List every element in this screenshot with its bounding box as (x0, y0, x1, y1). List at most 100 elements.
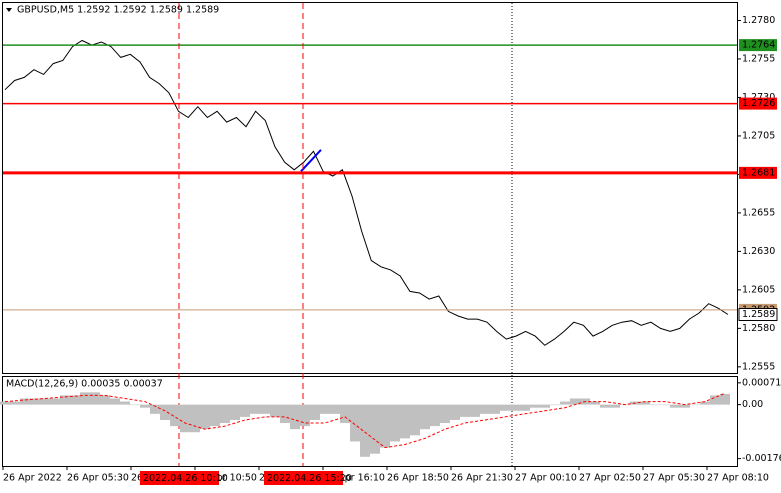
x-tick-label: 26 Apr 16:10 (323, 473, 385, 484)
macd-bar (130, 404, 140, 406)
macd-bar (670, 404, 680, 408)
macd-bar (120, 401, 130, 405)
y-tick-label: 1.2705 (742, 130, 775, 141)
macd-bar (100, 395, 110, 405)
macd-bar (680, 404, 690, 408)
current-price-label: 1.2589 (742, 309, 775, 320)
y-tick-label: 1.2630 (742, 246, 775, 257)
marker-label: 2022.04.26 15:20 (267, 473, 352, 484)
level-label: 1.2726 (742, 98, 775, 109)
plot-layer: 1.27801.27551.27301.27051.26801.26551.26… (0, 3, 781, 485)
macd-bar (140, 404, 150, 408)
macd-bar (310, 404, 320, 420)
macd-bar (180, 404, 190, 433)
macd-bar (410, 404, 420, 436)
macd-bar (370, 404, 380, 454)
macd-bar (660, 404, 670, 406)
macd-bar (260, 404, 270, 414)
x-tick-label: 26 Apr 21:30 (451, 473, 513, 484)
macd-bar (230, 404, 240, 420)
y-tick-label: 1.2780 (742, 15, 775, 26)
macd-bar (30, 398, 40, 405)
level-label-box (739, 39, 777, 52)
macd-bar (650, 404, 660, 406)
macd-bar (530, 404, 540, 408)
macd-bar (90, 392, 100, 405)
macd-bar (190, 404, 200, 433)
macd-bar (640, 401, 650, 405)
x-tick-label: 26 Apr 18:50 (387, 473, 449, 484)
macd-bar (300, 404, 310, 427)
macd-bar (270, 404, 280, 417)
y-tick-label: 0.00071 (742, 377, 781, 388)
macd-bar (700, 401, 710, 405)
x-tick-label: 26 Apr 05:30 (67, 473, 129, 484)
macd-bar (220, 404, 230, 424)
macd-bar (540, 404, 550, 408)
macd-bar (560, 401, 570, 405)
x-tick-label: 27 Apr 05:30 (643, 473, 705, 484)
y-tick-label: 1.2755 (742, 53, 775, 64)
macd-bar (720, 393, 730, 405)
macd-bar (60, 395, 70, 405)
macd-bar (80, 392, 90, 405)
macd-bar (400, 404, 410, 439)
macd-bar (200, 404, 210, 430)
marker-label: 2022.04.26 10:10 (143, 473, 228, 484)
macd-bar (320, 404, 330, 414)
macd-bar (0, 401, 10, 405)
macd-bar (510, 404, 520, 411)
macd-bar (420, 404, 430, 430)
level-label-box (739, 166, 777, 179)
marker-label-box (140, 471, 219, 485)
macd-bar (570, 398, 580, 405)
macd-bar (50, 398, 60, 405)
y-tick-label: 1.2555 (742, 361, 775, 372)
x-tick-label: 26 Apr 2022 (3, 473, 62, 484)
current-price-box (738, 308, 778, 322)
macd-bar (40, 398, 50, 405)
macd-bar (70, 395, 80, 405)
macd-bar (350, 404, 360, 442)
macd-bar (440, 404, 450, 424)
macd-bar (460, 404, 470, 417)
macd-bar (240, 404, 250, 417)
macd-bar (250, 404, 260, 414)
trendline (300, 149, 322, 173)
macd-bar (290, 404, 300, 430)
macd-bar (490, 404, 500, 414)
y-tick-label: -0.00176 (742, 453, 781, 464)
price-panel (2, 2, 738, 374)
y-tick-label: 1.2605 (742, 284, 775, 295)
macd-bar (210, 404, 220, 427)
title-arrow (6, 8, 12, 12)
signal-line (4, 392, 726, 449)
macd-bar (150, 404, 160, 414)
macd-bar (340, 404, 350, 424)
macd-bar (600, 404, 610, 408)
y-tick-label: 1.2580 (742, 323, 775, 334)
y-tick-label: 1.2655 (742, 207, 775, 218)
macd-bar (160, 404, 170, 420)
level-label-box (739, 97, 777, 110)
macd-bar (170, 404, 180, 427)
macd-bar (470, 404, 480, 417)
macd-bar (10, 401, 20, 405)
x-tick-label: 27 Apr 08:10 (707, 473, 769, 484)
macd-title: MACD(12,26,9) 0.00035 0.00037 (6, 379, 163, 390)
macd-bar (690, 404, 700, 406)
macd-bar (450, 404, 460, 420)
price-line (4, 39, 729, 346)
macd-bar (590, 401, 600, 405)
macd-bar (280, 404, 290, 424)
x-tick-label: 26 Apr 10:50 (195, 473, 257, 484)
macd-bar (550, 404, 560, 406)
macd-bar (330, 404, 340, 414)
macd-bar (710, 395, 720, 405)
level-label: 1.2764 (742, 40, 775, 51)
x-tick-label: 27 Apr 00:10 (515, 473, 577, 484)
x-tick-label: 27 Apr 02:50 (579, 473, 641, 484)
macd-bar (520, 404, 530, 411)
level-label: 1.2681 (742, 167, 775, 178)
